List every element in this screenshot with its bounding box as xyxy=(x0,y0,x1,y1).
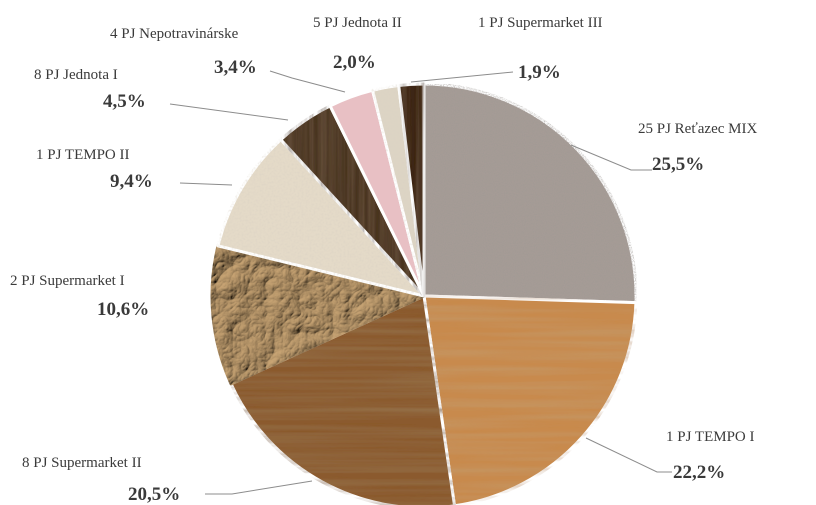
leader-line-2 xyxy=(585,437,672,473)
slice-category-label: 1 PJ Supermarket III xyxy=(478,15,603,31)
slice-value-label: 10,6% xyxy=(97,299,149,320)
pie-slice-5 xyxy=(216,138,426,298)
leader-line-3 xyxy=(205,480,313,495)
slice-category-label: 2 PJ Supermarket I xyxy=(10,273,125,289)
slice-value-label: 2,0% xyxy=(333,52,376,73)
pie-labels: 25 PJ Reťazec MIX 25,5% 1 PJ TEMPO I 22,2% 8… xyxy=(10,15,757,505)
leader-line-9 xyxy=(410,71,514,83)
slice-category-label: 1 PJ TEMPO I xyxy=(666,429,755,445)
slice-value-label: 9,4% xyxy=(110,171,153,192)
pie-slice-9 xyxy=(397,82,426,298)
slice-value-label: 20,5% xyxy=(128,484,180,505)
leader-line-1 xyxy=(570,144,652,171)
slice-value-label: 1,9% xyxy=(518,62,561,83)
pie-slice-4 xyxy=(210,244,426,386)
slice-category-label: 5 PJ Jednota II xyxy=(313,15,402,31)
slice-category-label: 8 PJ Jednota I xyxy=(34,67,118,83)
slice-category-label: 8 PJ Supermarket II xyxy=(22,455,142,471)
slice-category-label: 1 PJ TEMPO II xyxy=(36,147,130,163)
pie-slice-2 xyxy=(422,294,638,505)
slice-category-label: 25 PJ Reťazec MIX xyxy=(638,121,757,137)
slice-value-label: 25,5% xyxy=(652,154,704,175)
leader-line-7 xyxy=(269,70,346,93)
leader-line-6 xyxy=(169,103,289,121)
slice-value-label: 3,4% xyxy=(214,57,257,78)
slice-category-label: 4 PJ Nepotravinárske xyxy=(110,26,239,42)
slice-value-label: 22,2% xyxy=(673,462,725,483)
pie-slices xyxy=(210,82,638,505)
pie-slice-1 xyxy=(422,82,638,305)
leader-line-5 xyxy=(179,182,233,186)
slice-value-label: 4,5% xyxy=(103,91,146,112)
pie-slice-3 xyxy=(229,294,456,505)
